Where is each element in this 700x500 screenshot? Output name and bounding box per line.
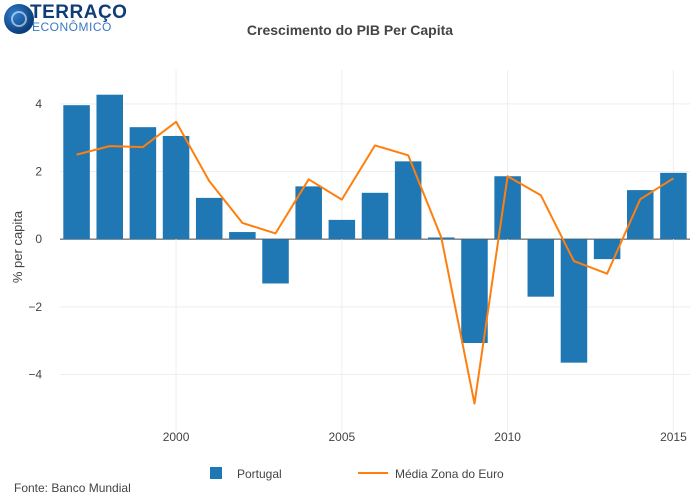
y-tick-label: −2: [28, 300, 42, 314]
bar-portugal-1999: [129, 127, 157, 240]
legend-swatch-portugal: [210, 467, 222, 479]
y-tick-label: 2: [35, 164, 42, 178]
bar-portugal-2002: [229, 232, 256, 240]
bar-portugal-2013: [593, 239, 621, 260]
bar-portugal-2011: [527, 239, 555, 297]
bar-portugal-2009: [461, 239, 488, 344]
source-note: Fonte: Banco Mundial: [14, 481, 131, 495]
y-axis-label: % per capita: [10, 210, 25, 283]
logo: TERRAÇO ECONÔMICO: [4, 2, 127, 38]
euro-line-layer: [76, 120, 674, 405]
portugal-bars: [63, 94, 687, 363]
bar-portugal-2014: [627, 190, 654, 240]
bar-portugal-1998: [96, 94, 123, 240]
bar-portugal-2012: [560, 239, 588, 363]
x-tick-label: 2010: [494, 430, 521, 444]
x-tick-label: 2015: [660, 430, 687, 444]
tick-labels: 4 2 0 −2 −4 2000 2005 2010 2015: [28, 97, 687, 444]
globe-icon: [4, 4, 34, 34]
y-tick-label: −4: [28, 367, 42, 381]
bar-portugal-2010: [494, 176, 521, 240]
euro-average-line: [76, 120, 674, 405]
chart-title: Crescimento do PIB Per Capita: [247, 22, 453, 38]
x-tick-label: 2000: [163, 430, 190, 444]
bar-portugal-2015: [660, 172, 687, 240]
x-tick-label: 2005: [328, 430, 355, 444]
logo-name: TERRAÇO: [30, 2, 128, 23]
logo-subtitle: ECONÔMICO: [32, 20, 112, 34]
y-tick-label: 4: [35, 97, 42, 111]
legend-label-portugal: Portugal: [237, 467, 282, 481]
bar-portugal-1997: [63, 105, 90, 240]
bar-portugal-2005: [328, 219, 356, 240]
bar-portugal-2006: [361, 192, 389, 240]
y-tick-label: 0: [35, 232, 42, 246]
legend[interactable]: Portugal Média Zona do Euro: [210, 467, 504, 481]
bar-portugal-2003: [262, 239, 289, 284]
bar-portugal-2001: [195, 197, 223, 240]
bar-portugal-2000: [162, 135, 190, 240]
legend-label-euro: Média Zona do Euro: [395, 467, 504, 481]
bar-portugal-2007: [394, 161, 422, 240]
